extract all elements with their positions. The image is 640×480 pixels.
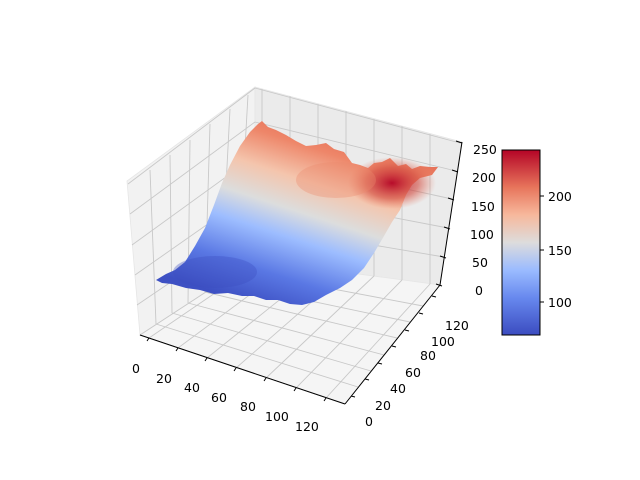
y-tick-label: 40 xyxy=(390,381,406,396)
z-tick-label: 150 xyxy=(471,199,495,214)
x-tick-label: 40 xyxy=(184,380,200,395)
x-tick-label: 60 xyxy=(211,390,227,405)
y-tick-label: 20 xyxy=(375,398,391,413)
z-tick-label: 50 xyxy=(472,255,488,270)
z-tick-label: 0 xyxy=(475,283,483,298)
z-tick-label: 100 xyxy=(470,227,494,242)
colorbar-tick-label: 200 xyxy=(548,189,572,204)
colorbar-tick-label: 100 xyxy=(548,295,572,310)
y-tick-label: 100 xyxy=(431,334,455,349)
x-tick-label: 100 xyxy=(265,409,289,424)
y-tick-label: 80 xyxy=(420,348,436,363)
x-tick-label: 120 xyxy=(295,419,319,434)
axis-lines xyxy=(139,141,463,405)
surface xyxy=(156,121,438,305)
y-axis: 0 20 40 60 80 100 120 xyxy=(350,295,469,429)
y-tick-label: 120 xyxy=(445,318,469,333)
x-tick-label: 20 xyxy=(156,371,172,386)
z-tick-label: 250 xyxy=(473,142,497,157)
y-tick-label: 60 xyxy=(405,365,421,380)
x-tick-label: 80 xyxy=(240,399,256,414)
colorbar-tick-label: 150 xyxy=(548,243,572,258)
colorbar: 200 150 100 xyxy=(501,149,572,336)
z-tick-label: 200 xyxy=(472,170,496,185)
z-axis: 0 50 100 150 200 250 xyxy=(435,140,497,298)
y-tick-label: 0 xyxy=(365,414,373,429)
x-tick-label: 0 xyxy=(132,361,140,376)
x-axis: 0 20 40 60 80 100 120 xyxy=(132,337,327,434)
